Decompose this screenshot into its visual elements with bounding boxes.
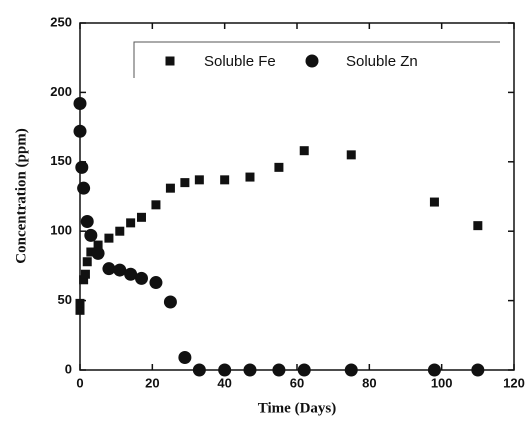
marker <box>134 271 148 285</box>
marker <box>84 228 98 242</box>
marker <box>178 351 192 365</box>
marker <box>272 363 286 377</box>
marker <box>243 363 257 377</box>
marker <box>471 363 485 377</box>
marker <box>429 197 439 207</box>
marker <box>75 298 85 308</box>
marker <box>77 181 91 195</box>
marker <box>73 124 87 138</box>
marker <box>165 183 175 193</box>
y-tick-label: 200 <box>50 84 72 99</box>
marker <box>427 363 441 377</box>
marker <box>344 363 358 377</box>
y-tick-label: 0 <box>65 361 72 376</box>
x-tick-label: 20 <box>145 375 159 390</box>
marker <box>73 97 87 111</box>
marker <box>274 162 284 172</box>
plot-frame <box>79 22 515 371</box>
marker <box>126 218 136 228</box>
marker <box>91 246 105 260</box>
y-tick-label: 100 <box>50 223 72 238</box>
marker <box>93 240 103 250</box>
marker <box>163 295 177 309</box>
x-tick-label: 40 <box>217 375 231 390</box>
y-axis-title: Concentration (ppm) <box>13 128 29 263</box>
marker <box>86 247 96 257</box>
marker <box>149 276 163 290</box>
marker <box>80 269 90 279</box>
marker <box>104 233 114 243</box>
y-tick-label: 50 <box>58 292 72 307</box>
legend: Soluble Fe Soluble Zn <box>133 41 500 78</box>
legend-label: Soluble Fe <box>204 53 276 70</box>
x-axis-title: Time (Days) <box>258 400 336 416</box>
marker <box>473 221 483 231</box>
marker <box>192 363 206 377</box>
marker <box>115 226 125 236</box>
marker <box>180 178 190 188</box>
marker <box>82 257 92 267</box>
marker <box>136 212 146 222</box>
marker <box>75 160 89 174</box>
marker <box>151 200 161 210</box>
legend-marker <box>305 54 319 68</box>
marker <box>346 150 356 160</box>
x-tick-label: 0 <box>76 375 83 390</box>
marker <box>218 363 232 377</box>
marker <box>80 214 94 228</box>
marker <box>299 146 309 156</box>
y-tick-label: 150 <box>50 153 72 168</box>
marker <box>297 363 311 377</box>
marker <box>75 305 85 315</box>
marker <box>102 262 116 276</box>
marker <box>79 275 89 285</box>
marker <box>194 175 204 185</box>
marker <box>113 263 127 277</box>
x-tick-label: 60 <box>290 375 304 390</box>
x-tick-label: 80 <box>362 375 376 390</box>
marker <box>220 175 230 185</box>
legend-label: Soluble Zn <box>346 53 418 70</box>
marker <box>245 172 255 182</box>
legend-marker <box>165 56 175 66</box>
legend-frame <box>133 41 500 78</box>
x-tick-label: 100 <box>431 375 453 390</box>
x-tick-label: 120 <box>503 375 525 390</box>
marker <box>124 267 138 281</box>
y-tick-label: 250 <box>50 14 72 29</box>
